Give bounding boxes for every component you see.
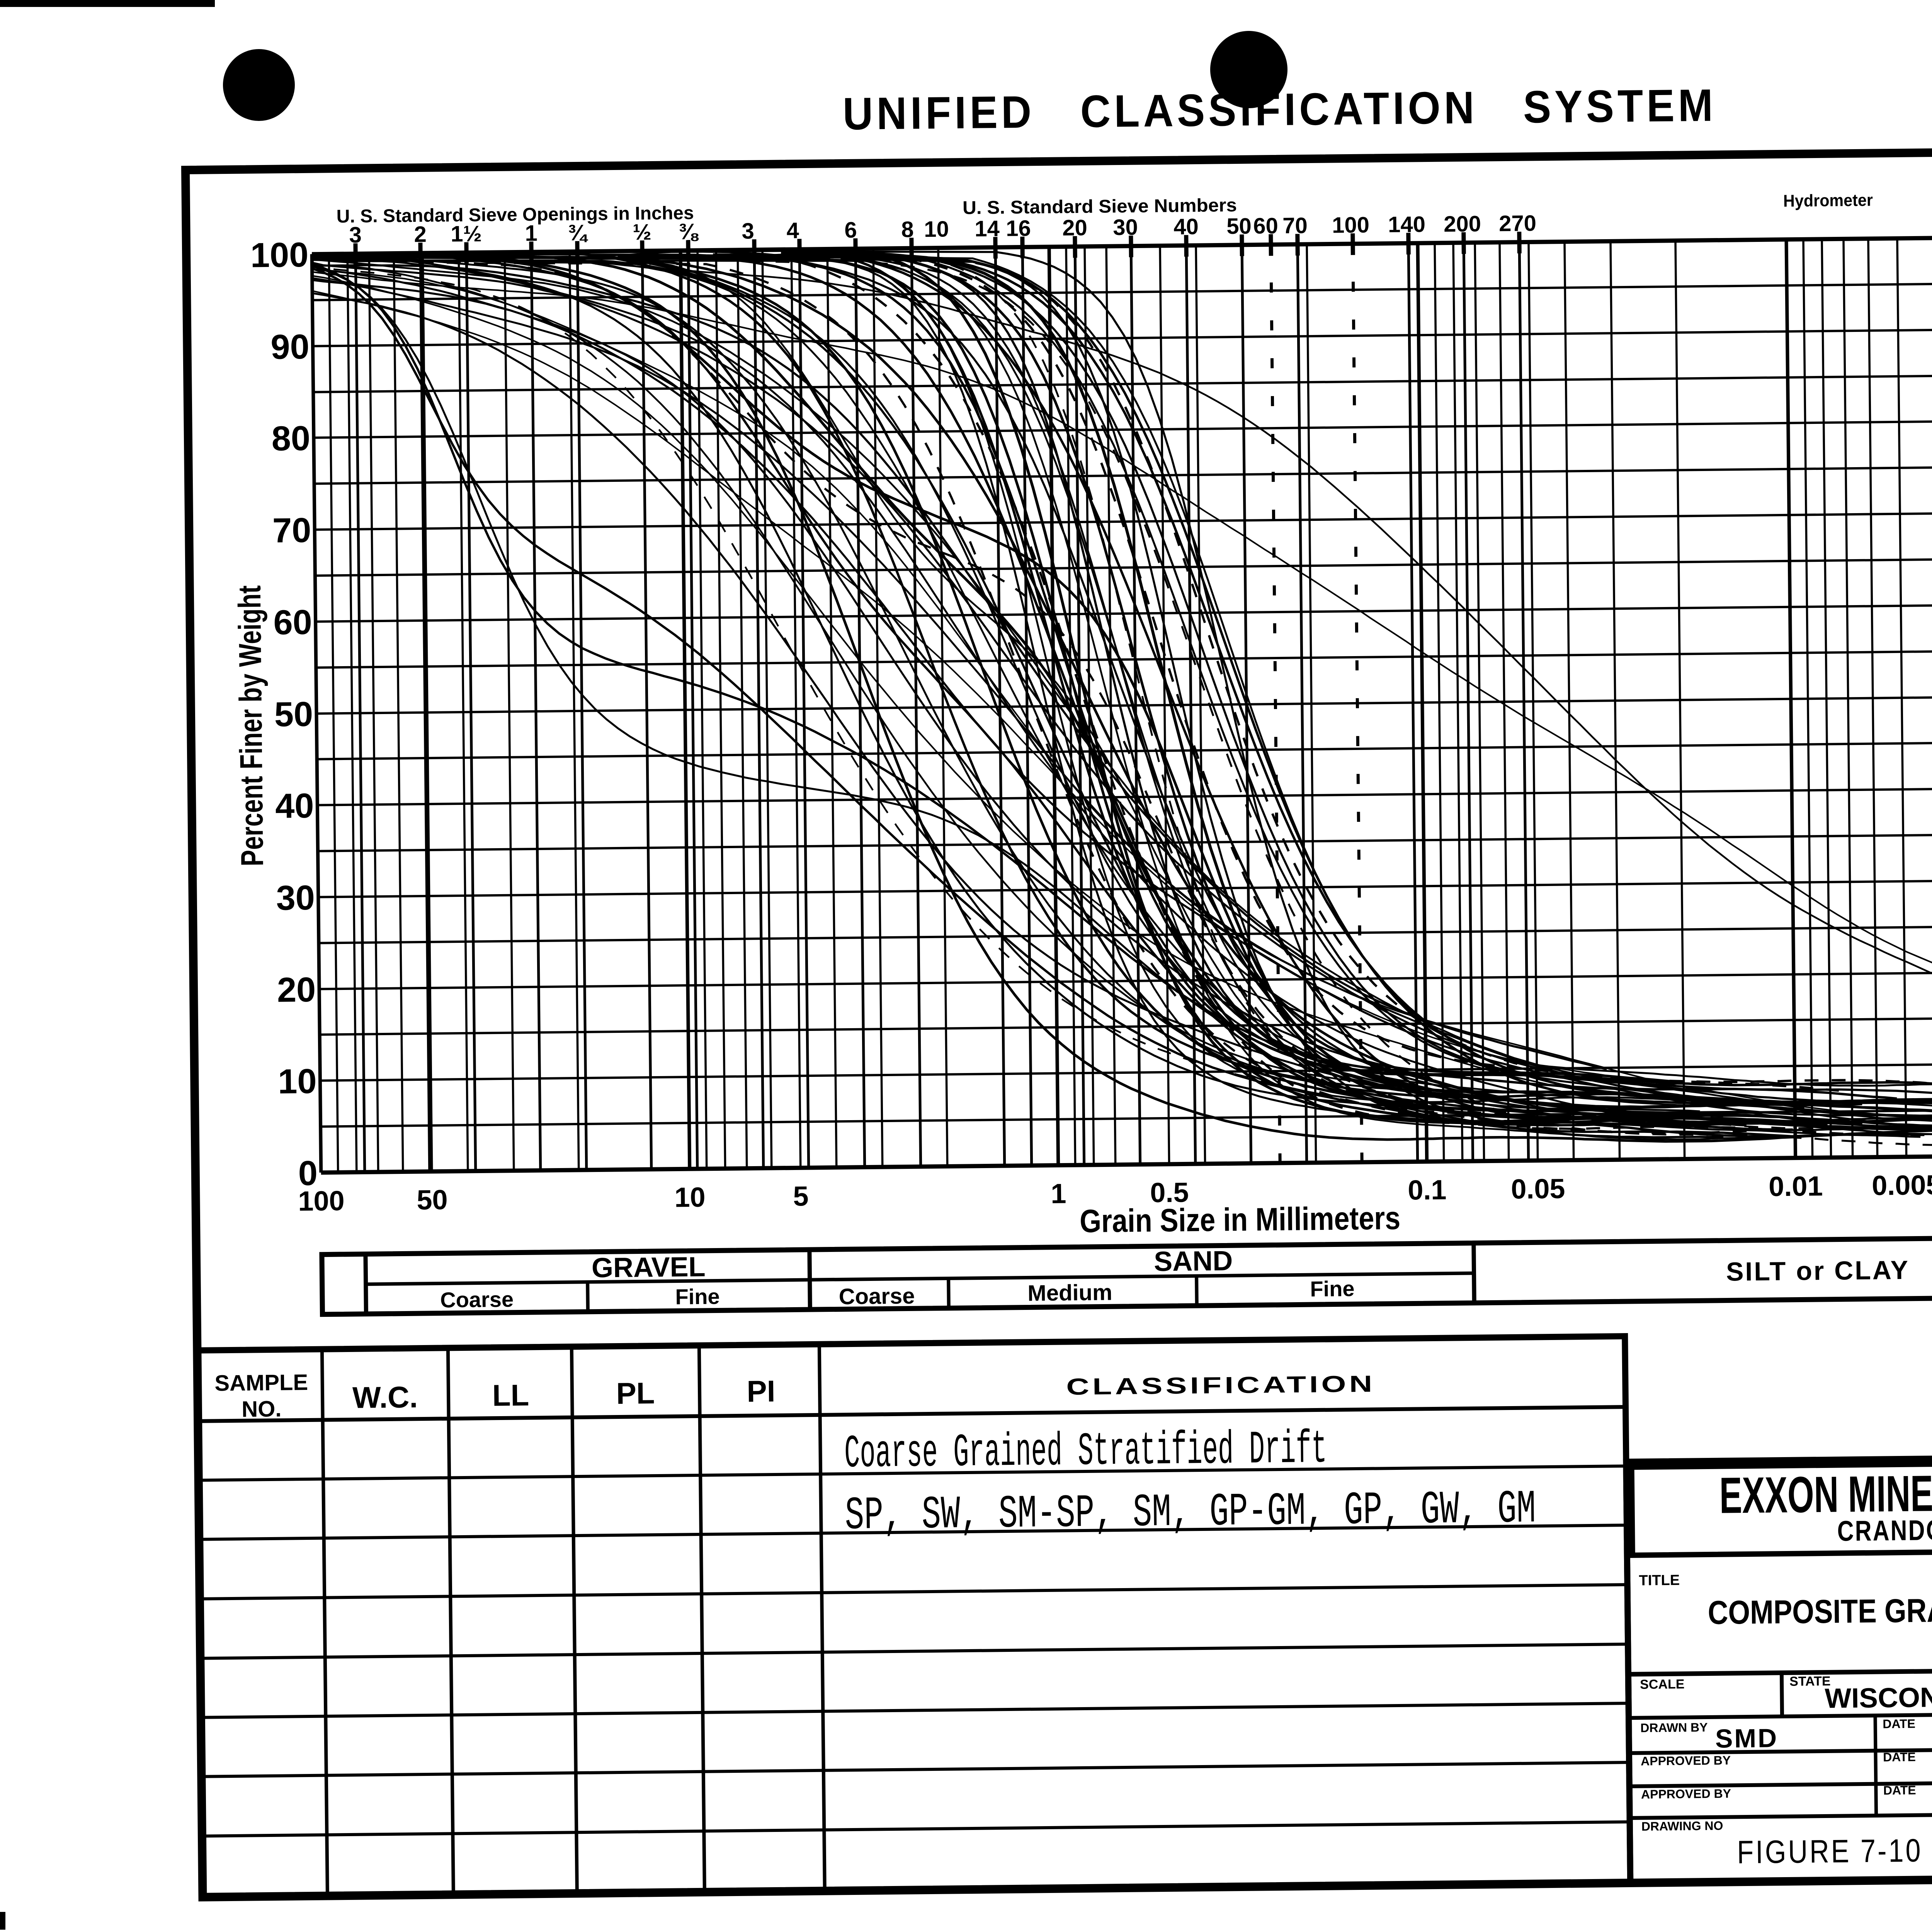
svg-text:UNIFIED CLASSIFICATION SYS: UNIFIED CLASSIFICATION SYSTEM (842, 80, 1716, 139)
svg-text:PI: PI (747, 1374, 776, 1408)
svg-text:STATE: STATE (1789, 1674, 1831, 1689)
svg-text:¾: ¾ (568, 220, 588, 246)
svg-text:SMD: SMD (1715, 1723, 1779, 1753)
svg-text:60: 60 (273, 603, 312, 642)
svg-text:100: 100 (298, 1185, 345, 1217)
svg-text:SAND: SAND (1154, 1245, 1233, 1277)
svg-text:Fine: Fine (675, 1284, 720, 1309)
svg-text:1: 1 (1051, 1178, 1066, 1209)
svg-text:W.C.: W.C. (352, 1380, 418, 1415)
svg-text:5: 5 (793, 1181, 809, 1212)
svg-text:0.05: 0.05 (1511, 1173, 1565, 1205)
svg-text:SAMPLE: SAMPLE (214, 1370, 308, 1396)
svg-text:2: 2 (414, 222, 427, 247)
svg-text:40: 40 (275, 787, 314, 826)
svg-text:CRANDON PROJECT: CRANDON PROJECT (1837, 1512, 1932, 1547)
svg-text:10: 10 (674, 1182, 706, 1213)
svg-text:50: 50 (417, 1184, 448, 1216)
svg-text:DRAWN BY: DRAWN BY (1640, 1720, 1708, 1735)
svg-text:Coarse: Coarse (440, 1287, 514, 1312)
svg-text:200: 200 (1444, 211, 1481, 237)
svg-text:1½: 1½ (451, 221, 482, 247)
svg-text:30: 30 (276, 879, 315, 918)
svg-text:CLASSIFICATION: CLASSIFICATION (1066, 1371, 1376, 1400)
svg-text:DATE: DATE (1883, 1717, 1915, 1731)
svg-text:20: 20 (1062, 215, 1087, 241)
svg-text:90: 90 (270, 328, 310, 367)
svg-text:U. S. Standard Sieve Openings: U. S. Standard Sieve Openings in Inches (336, 203, 694, 227)
svg-text:16: 16 (1006, 216, 1031, 241)
svg-text:TITLE: TITLE (1639, 1572, 1680, 1589)
svg-text:0.1: 0.1 (1408, 1175, 1447, 1206)
svg-text:APPROVED BY: APPROVED BY (1641, 1786, 1731, 1801)
svg-text:½: ½ (633, 219, 651, 245)
svg-text:APPROVED BY: APPROVED BY (1641, 1753, 1731, 1768)
svg-text:1: 1 (525, 221, 537, 246)
svg-text:8: 8 (901, 217, 914, 242)
svg-text:FIGURE 7-10: FIGURE 7-10 (1737, 1832, 1923, 1870)
svg-text:40: 40 (1173, 214, 1199, 240)
svg-text:GRAVEL: GRAVEL (592, 1252, 706, 1284)
svg-text:270: 270 (1499, 211, 1536, 236)
svg-text:3: 3 (349, 222, 362, 247)
svg-text:COMPOSITE GRADATION CURVES: COMPOSITE GRADATION CURVES (1708, 1590, 1932, 1631)
svg-text:70: 70 (272, 511, 311, 550)
svg-text:EXXON MINERALS COMPANY: EXXON MINERALS COMPANY (1719, 1462, 1932, 1524)
svg-text:⅜: ⅜ (679, 219, 699, 245)
svg-text:50: 50 (1226, 214, 1252, 239)
svg-text:3: 3 (742, 218, 754, 243)
svg-text:100: 100 (1332, 213, 1369, 238)
svg-text:0.005: 0.005 (1872, 1170, 1932, 1201)
svg-text:70: 70 (1282, 213, 1308, 238)
svg-text:140: 140 (1388, 212, 1425, 237)
svg-text:DRAWING NO: DRAWING NO (1641, 1819, 1723, 1833)
svg-text:U. S. Standard Sieve Numbers: U. S. Standard Sieve Numbers (963, 195, 1237, 218)
svg-text:0: 0 (298, 1154, 318, 1193)
svg-text:14: 14 (975, 216, 1000, 242)
svg-text:SCALE: SCALE (1640, 1677, 1685, 1692)
svg-text:SP, SW, SM-SP, SM, GP-GM, GP,: SP, SW, SM-SP, SM, GP-GM, GP, GW, GM (845, 1483, 1536, 1543)
svg-text:10: 10 (924, 216, 949, 242)
svg-text:Medium: Medium (1027, 1280, 1112, 1306)
svg-text:PL: PL (616, 1376, 655, 1410)
svg-text:20: 20 (277, 971, 316, 1010)
svg-text:30: 30 (1113, 214, 1138, 240)
svg-text:Coarse Grained Stratified Drif: Coarse Grained Stratified Drift (844, 1423, 1327, 1481)
svg-text:NO.: NO. (242, 1396, 282, 1422)
svg-text:Hydrometer: Hydrometer (1783, 191, 1873, 211)
svg-text:LL: LL (492, 1378, 529, 1412)
svg-text:Grain Size in Millimeters: Grain Size in Millimeters (1080, 1200, 1401, 1239)
svg-text:DATE: DATE (1883, 1783, 1916, 1798)
svg-text:Fine: Fine (1310, 1276, 1355, 1301)
svg-text:50: 50 (274, 695, 313, 734)
svg-text:0.5: 0.5 (1150, 1177, 1189, 1208)
svg-text:80: 80 (271, 419, 310, 458)
svg-text:60: 60 (1253, 213, 1278, 239)
svg-text:Percent Finer by Weight: Percent Finer by Weight (232, 585, 270, 866)
svg-text:0.01: 0.01 (1769, 1171, 1823, 1202)
svg-text:10: 10 (278, 1062, 317, 1101)
svg-text:WISCONSIN: WISCONSIN (1825, 1682, 1932, 1714)
svg-text:DATE: DATE (1883, 1750, 1916, 1764)
svg-text:100: 100 (250, 236, 309, 275)
svg-text:SILT or CLAY: SILT or CLAY (1726, 1255, 1910, 1287)
svg-text:4: 4 (786, 218, 799, 243)
svg-text:Coarse: Coarse (838, 1283, 915, 1309)
svg-text:6: 6 (844, 218, 857, 243)
